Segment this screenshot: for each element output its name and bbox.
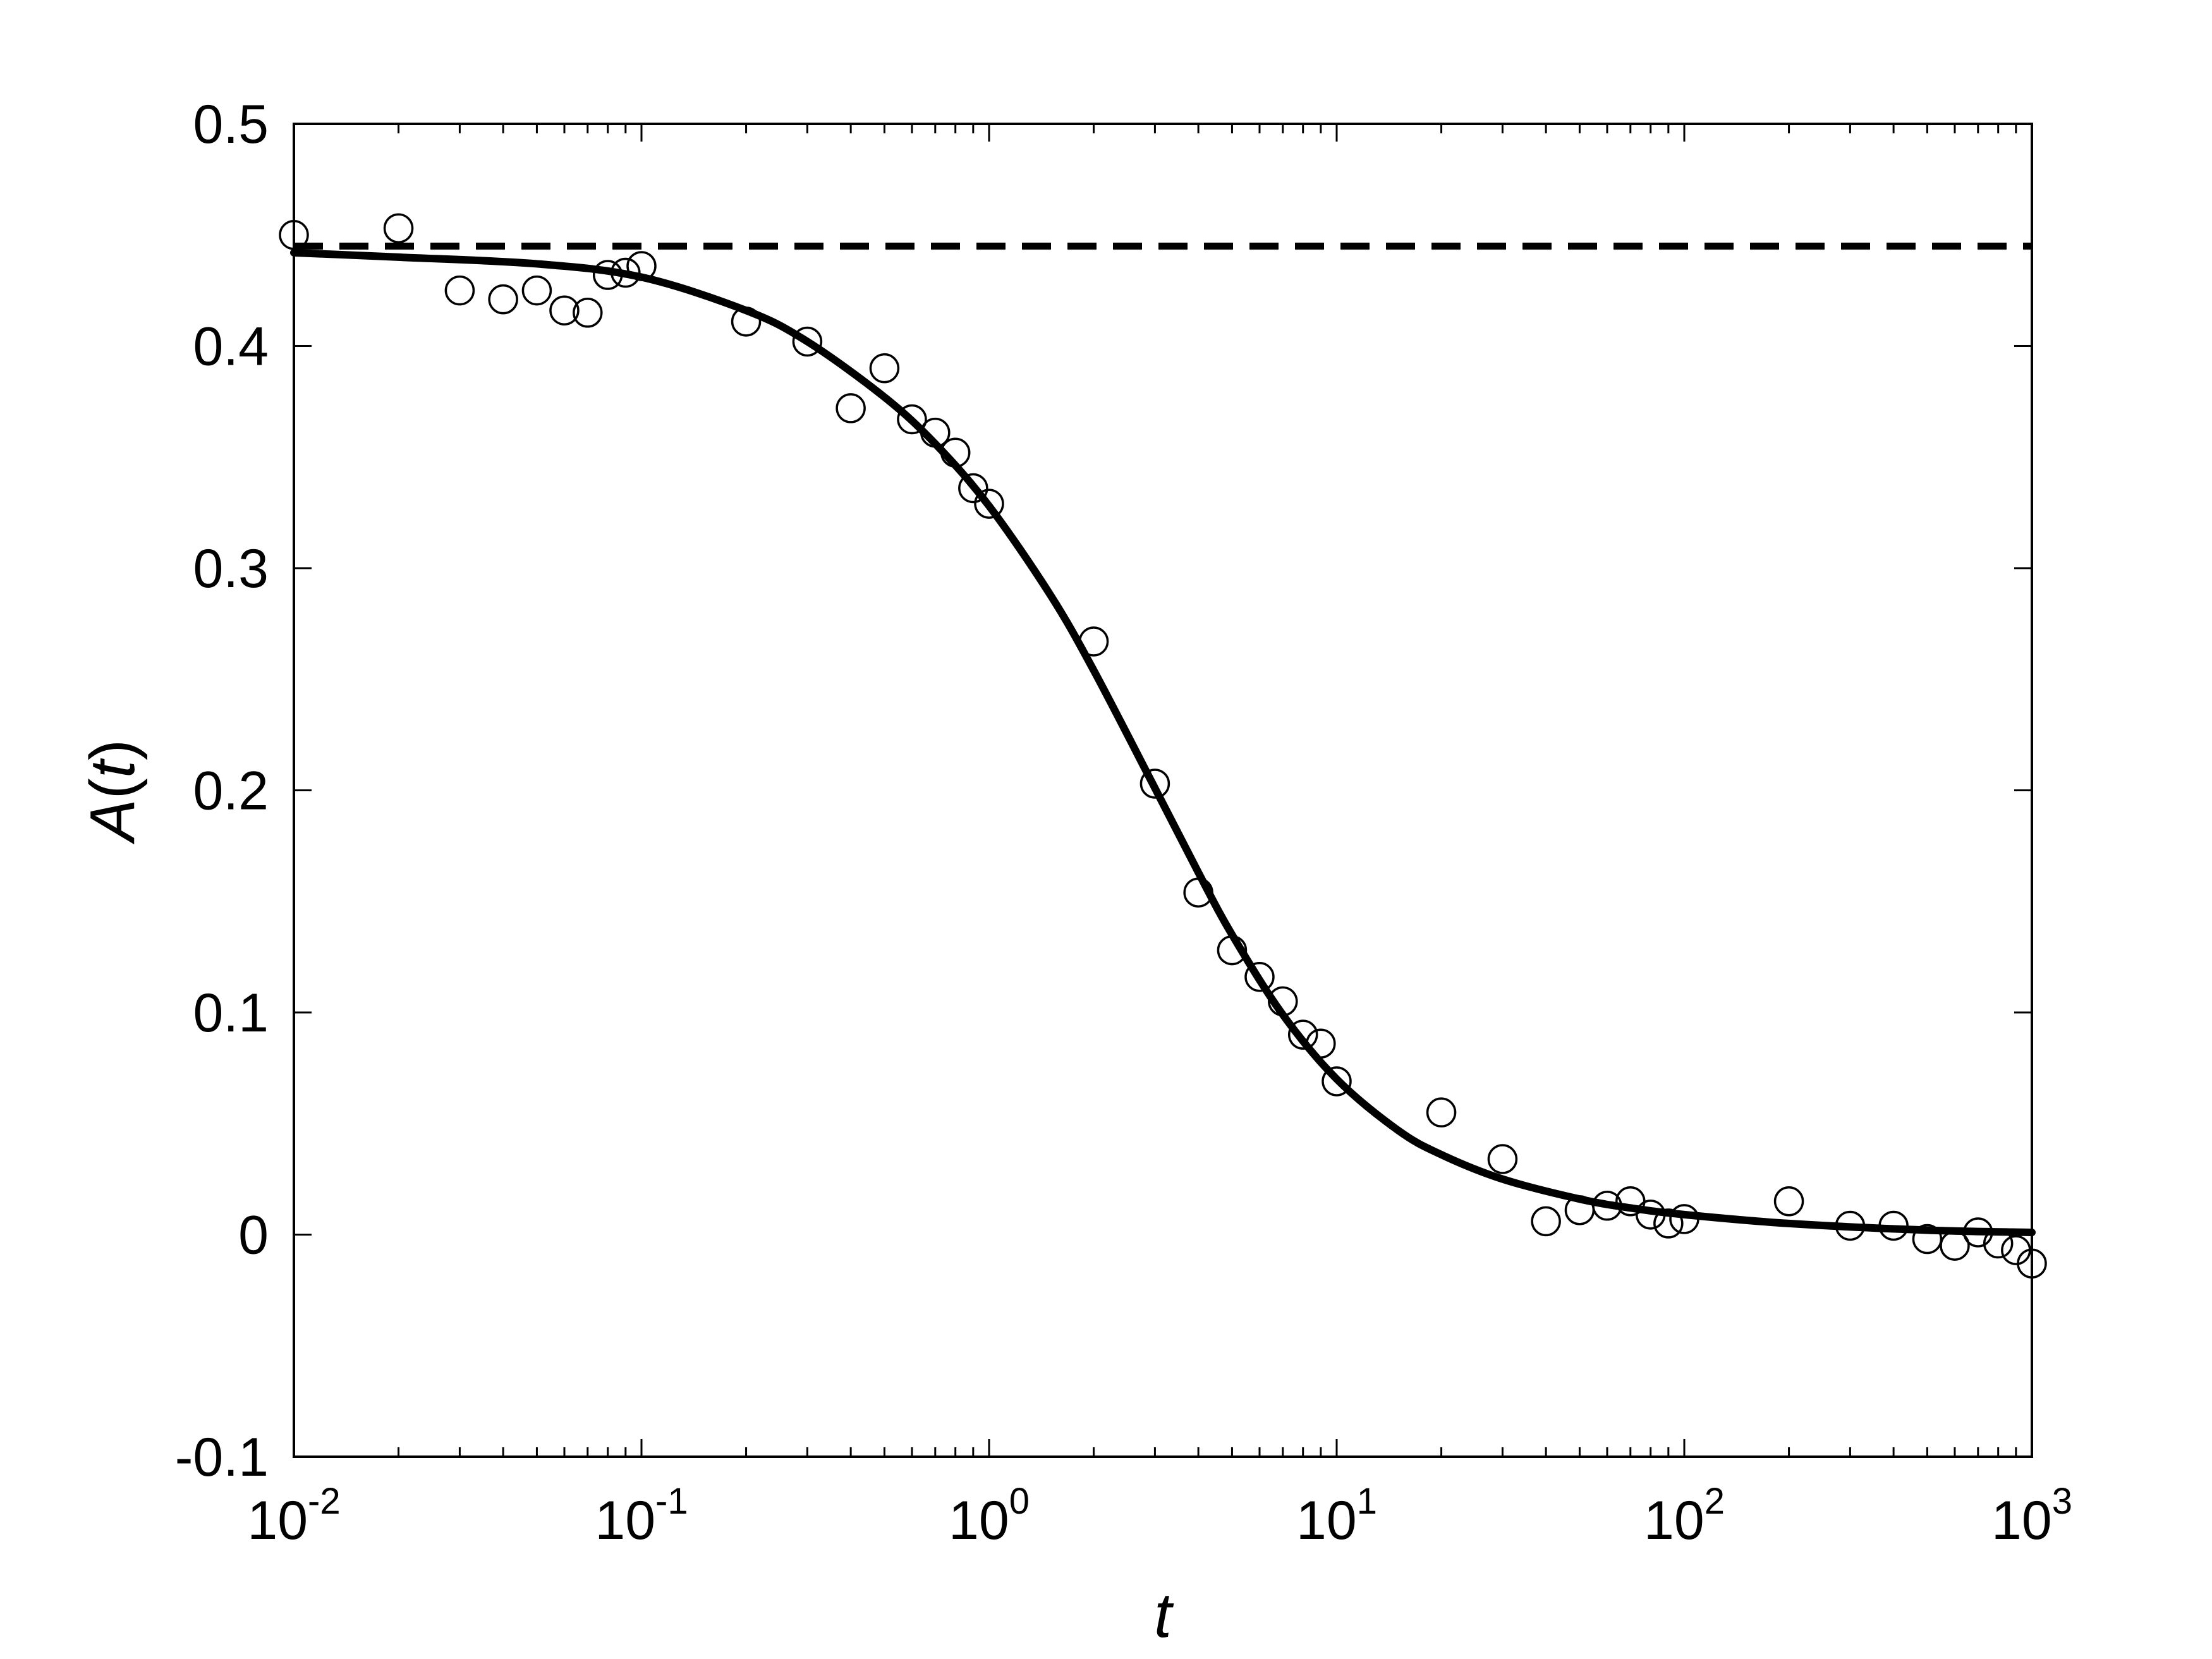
data-point <box>974 489 1004 519</box>
y-axis-label-paren-open: ( <box>77 778 148 799</box>
y-tick-label: 0 <box>238 1205 269 1266</box>
data-point <box>836 393 866 423</box>
data-point <box>1773 1186 1804 1217</box>
data-point <box>1653 1208 1684 1239</box>
data-point <box>573 298 603 328</box>
x-tick-base: 10 <box>1644 1490 1705 1551</box>
data-point <box>1287 1019 1318 1050</box>
data-point <box>488 284 518 315</box>
y-tick-labels: -0.1 0 0.1 0.2 0.3 0.4 0.5 <box>175 94 269 1488</box>
x-tick-label: 102 <box>1644 1481 1725 1551</box>
plot-frame <box>293 123 2033 1458</box>
data-point <box>1835 1210 1866 1241</box>
data-point <box>1635 1200 1666 1230</box>
x-tick-label: 103 <box>1991 1481 2072 1551</box>
data-point <box>1592 1191 1622 1221</box>
data-point <box>1912 1224 1943 1255</box>
data-point <box>1183 877 1213 908</box>
data-point <box>1322 1066 1352 1097</box>
data-point <box>1983 1228 2014 1259</box>
x-tick-exponent: 1 <box>1357 1481 1377 1522</box>
data-point <box>792 326 823 357</box>
data-point <box>897 404 927 435</box>
data-point <box>1940 1231 1970 1261</box>
x-tick-exponent: -1 <box>655 1481 688 1522</box>
data-point <box>1244 962 1275 992</box>
x-tick-base: 10 <box>1991 1490 2052 1551</box>
tick-layer <box>293 123 2033 1458</box>
y-axis-label-var: t <box>77 758 148 778</box>
data-point <box>521 275 552 306</box>
data-point <box>549 295 580 326</box>
curve-layer <box>290 242 2036 1236</box>
data-point-layer <box>279 213 2047 1279</box>
x-tick-label: 10-2 <box>247 1481 340 1551</box>
x-tick-label: 10-1 <box>595 1481 688 1551</box>
x-tick-labels: 10-2 10-1 100 101 102 103 <box>247 1481 2072 1551</box>
x-tick-exponent: 2 <box>1705 1481 1725 1522</box>
data-point <box>920 417 951 448</box>
x-tick-label: 100 <box>949 1481 1030 1551</box>
data-point <box>1139 769 1170 799</box>
data-point <box>1487 1144 1518 1174</box>
y-tick-label: 0.1 <box>193 983 269 1043</box>
data-point <box>1078 626 1109 657</box>
data-point <box>592 260 623 290</box>
data-point <box>1531 1206 1561 1237</box>
y-tick-label: 0.3 <box>193 538 269 599</box>
data-point <box>869 353 900 384</box>
y-tick-label: 0.2 <box>193 761 269 822</box>
y-tick-label: 0.5 <box>193 94 269 155</box>
data-point <box>611 257 641 288</box>
data-point <box>1217 935 1248 966</box>
data-point <box>383 213 414 243</box>
fit-curve <box>290 248 2036 1236</box>
data-point <box>958 473 988 504</box>
data-point <box>626 251 657 281</box>
data-point <box>1878 1210 1909 1241</box>
data-point <box>1268 986 1298 1017</box>
y-tick-label: 0.4 <box>193 317 269 377</box>
x-axis-label: t <box>1154 1580 1174 1651</box>
data-point <box>444 275 475 306</box>
y-tick-label: -0.1 <box>175 1427 269 1488</box>
y-axis-label-paren-close: ) <box>77 739 148 760</box>
data-point <box>1669 1204 1699 1234</box>
x-tick-exponent: -2 <box>308 1481 341 1522</box>
x-tick-base: 10 <box>595 1490 655 1551</box>
y-axis-label-main: A <box>77 799 148 844</box>
data-point <box>1306 1028 1336 1059</box>
y-axis-label: A(t) <box>77 739 148 844</box>
x-tick-base: 10 <box>247 1490 308 1551</box>
x-tick-base: 10 <box>1296 1490 1357 1551</box>
x-tick-exponent: 0 <box>1009 1481 1030 1522</box>
x-tick-label: 101 <box>1296 1481 1377 1551</box>
data-point <box>731 307 762 337</box>
x-tick-base: 10 <box>949 1490 1009 1551</box>
x-tick-exponent: 3 <box>2052 1481 2072 1522</box>
data-point <box>1426 1097 1457 1127</box>
data-point <box>1963 1217 1993 1248</box>
data-point <box>940 437 971 468</box>
